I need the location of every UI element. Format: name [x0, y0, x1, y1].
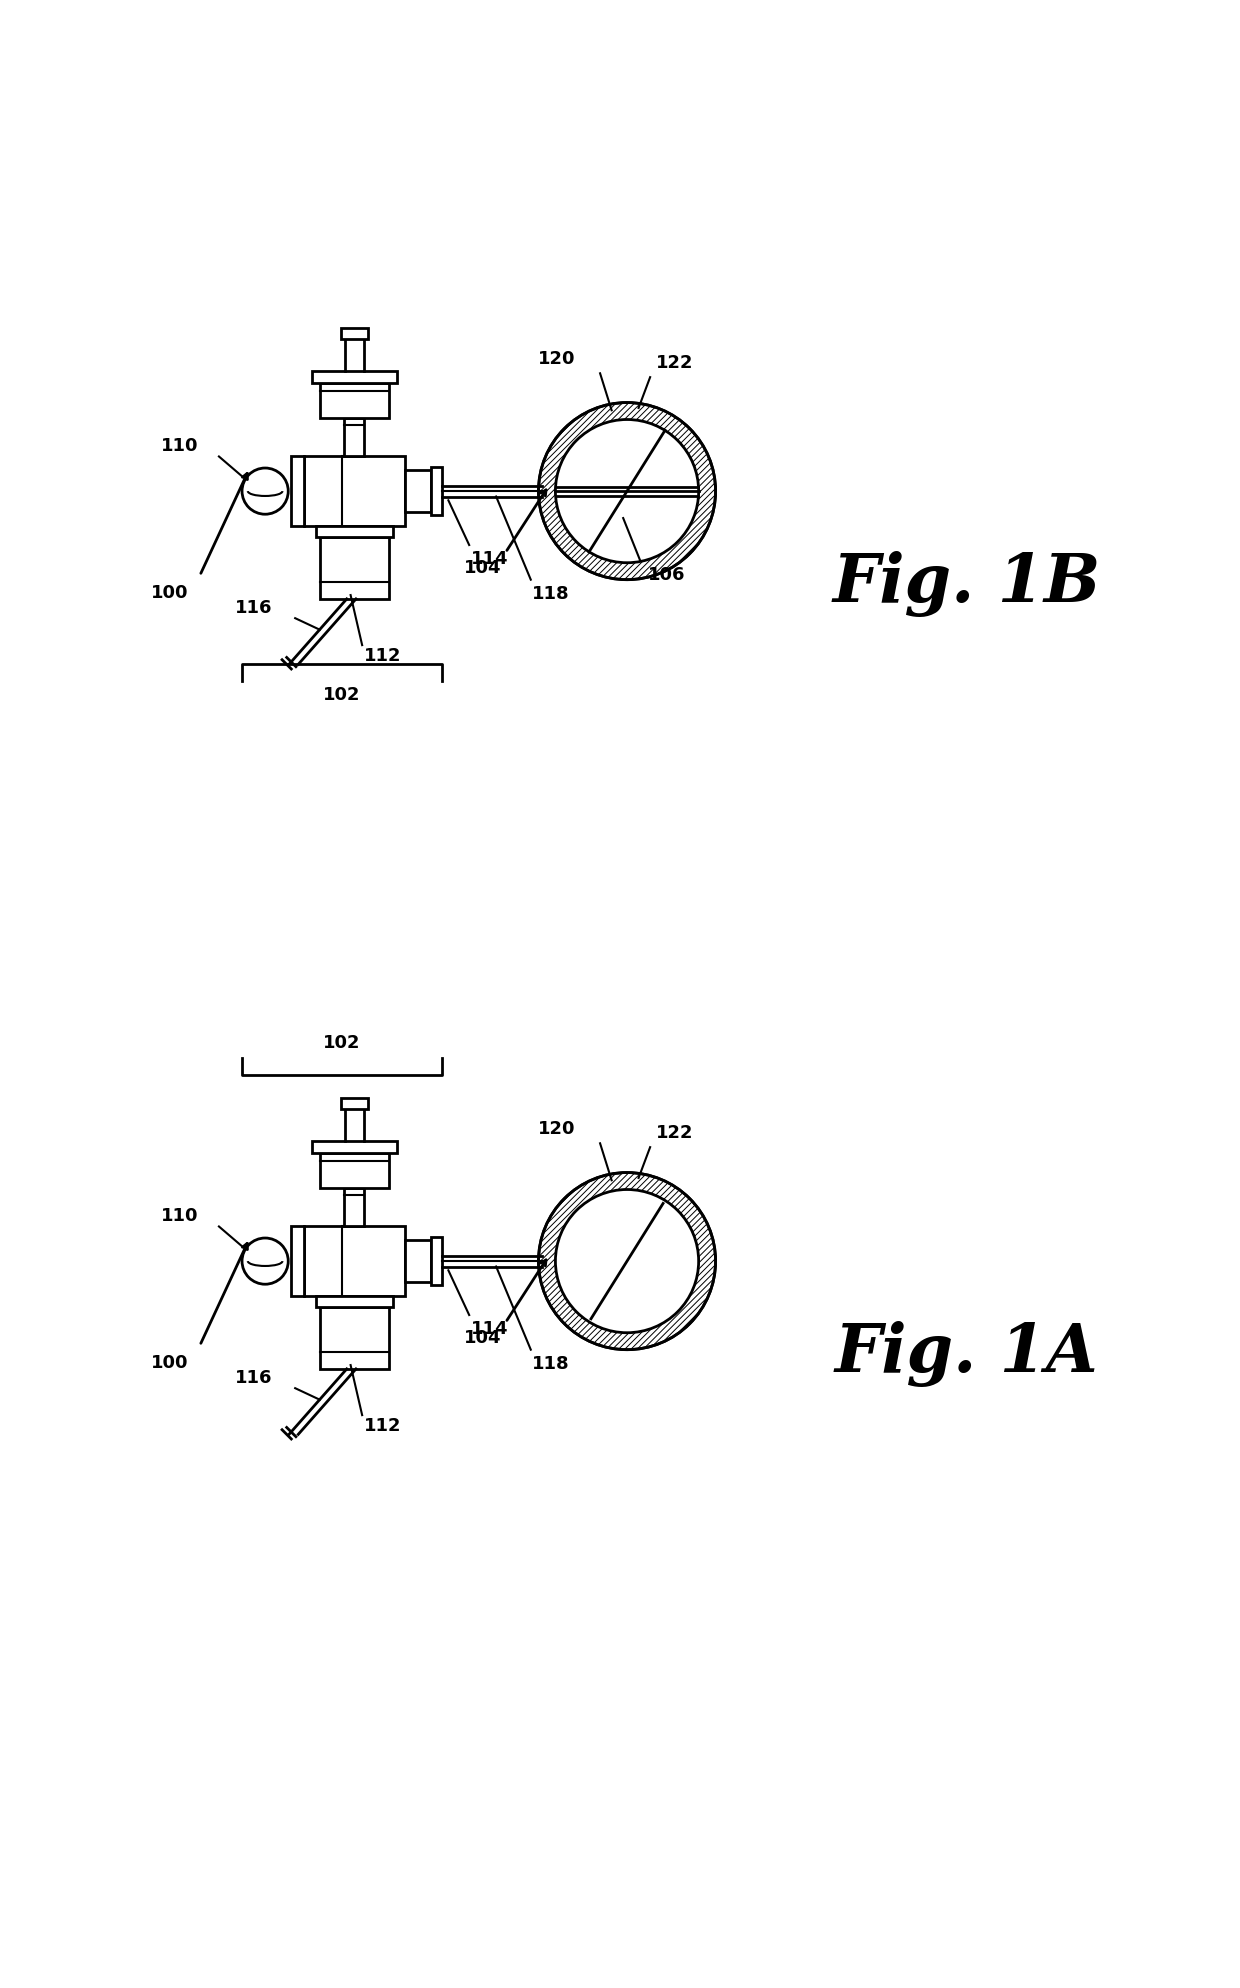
Text: 102: 102	[324, 686, 361, 704]
Text: Fig. 1B: Fig. 1B	[832, 551, 1101, 616]
Text: 102: 102	[324, 1034, 361, 1052]
Text: 120: 120	[538, 350, 575, 368]
Bar	[290, 457, 304, 525]
Bar	[320, 537, 389, 598]
Text: Fig. 1A: Fig. 1A	[835, 1320, 1099, 1386]
Text: 100: 100	[150, 1354, 188, 1372]
Text: 104: 104	[464, 1328, 501, 1348]
Text: 120: 120	[538, 1119, 575, 1137]
Text: 122: 122	[656, 1123, 693, 1141]
Circle shape	[538, 1173, 715, 1350]
Text: 122: 122	[656, 354, 693, 372]
Circle shape	[538, 402, 715, 580]
Text: 106: 106	[647, 567, 686, 584]
Bar	[404, 1241, 432, 1282]
Circle shape	[556, 419, 698, 563]
Bar	[320, 384, 389, 417]
Circle shape	[556, 1189, 698, 1332]
Bar	[312, 1141, 397, 1153]
Text: 118: 118	[532, 1356, 570, 1374]
Bar	[345, 417, 365, 457]
Circle shape	[242, 467, 288, 515]
Text: 118: 118	[532, 584, 570, 602]
Bar	[345, 1189, 365, 1227]
Bar	[304, 457, 404, 525]
Bar	[432, 467, 443, 515]
Bar	[316, 525, 393, 537]
Bar	[304, 1227, 404, 1296]
Text: 110: 110	[161, 437, 198, 455]
Bar	[290, 1227, 304, 1296]
Text: 110: 110	[161, 1207, 198, 1225]
Bar	[320, 1153, 389, 1189]
Text: 116: 116	[234, 598, 272, 616]
Bar	[341, 1097, 367, 1109]
Bar	[316, 1296, 393, 1308]
Text: 114: 114	[471, 1320, 508, 1338]
Text: 112: 112	[363, 646, 402, 664]
Bar	[341, 328, 367, 338]
Bar	[312, 372, 397, 384]
Text: 100: 100	[150, 584, 188, 602]
Bar	[432, 1237, 443, 1284]
Text: 114: 114	[471, 551, 508, 569]
Text: 116: 116	[234, 1368, 272, 1388]
Bar	[320, 1308, 389, 1370]
Bar	[404, 469, 432, 513]
Text: 112: 112	[363, 1417, 402, 1435]
Circle shape	[242, 1239, 288, 1284]
Text: 104: 104	[464, 559, 501, 577]
